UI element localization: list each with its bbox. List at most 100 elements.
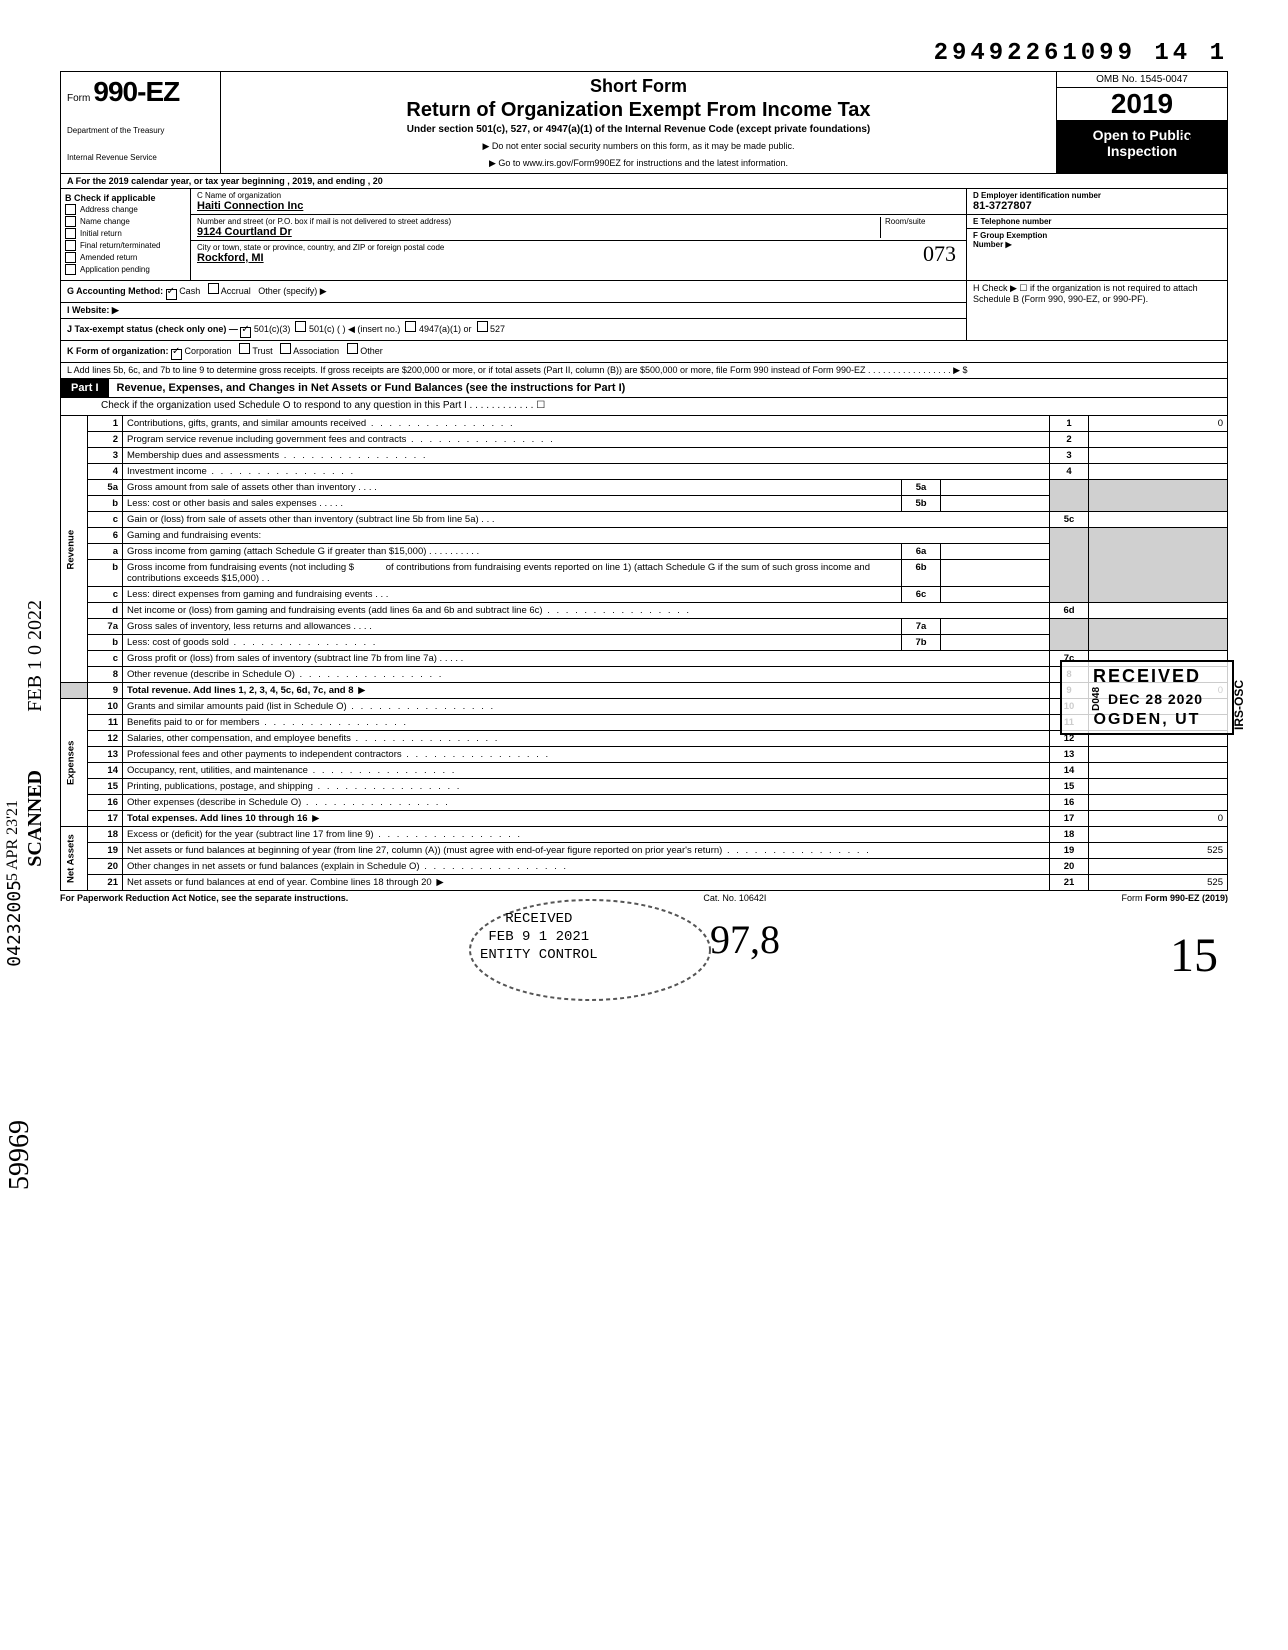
chk-other-org[interactable] bbox=[347, 343, 358, 354]
form-prefix: Form bbox=[67, 93, 90, 104]
chk-4947[interactable] bbox=[405, 321, 416, 332]
footer-form: Form Form 990-EZ (2019) bbox=[1121, 893, 1228, 903]
ein-label: D Employer identification number bbox=[973, 191, 1221, 200]
net-assets-side-label: Net Assets bbox=[61, 827, 88, 891]
chk-501c[interactable] bbox=[295, 321, 306, 332]
d048-label: D048 bbox=[1091, 687, 1102, 711]
city-label: City or town, state or province, country… bbox=[197, 243, 960, 252]
line18-desc: Excess or (deficit) for the year (subtra… bbox=[127, 829, 374, 840]
line1-value: 0 bbox=[1089, 416, 1228, 432]
part1-header: Part I Revenue, Expenses, and Changes in… bbox=[60, 379, 1228, 398]
group-exemption-label: F Group Exemption bbox=[973, 231, 1221, 240]
irs-osc-label: IRS-OSC bbox=[1232, 680, 1246, 730]
chk-initial-return[interactable]: Initial return bbox=[65, 228, 186, 239]
side-bottom-hand: 59969 bbox=[4, 1120, 36, 1190]
line1-desc: Contributions, gifts, grants, and simila… bbox=[127, 418, 366, 429]
note-ssn: ▶ Do not enter social security numbers o… bbox=[229, 141, 1048, 152]
line5c-desc: Gain or (loss) from sale of assets other… bbox=[127, 514, 479, 525]
line19-value: 525 bbox=[1089, 843, 1228, 859]
part1-label: Part I bbox=[61, 379, 109, 397]
dept-irs: Internal Revenue Service bbox=[67, 153, 214, 162]
chk-application-pending[interactable]: Application pending bbox=[65, 264, 186, 275]
received-oval-stamp: RECEIVED FEB 9 1 2021 ENTITY CONTROL bbox=[480, 910, 598, 965]
line14-desc: Occupancy, rent, utilities, and maintena… bbox=[127, 765, 308, 776]
short-form-label: Short Form bbox=[229, 76, 1048, 97]
line7b-desc: Less: cost of goods sold bbox=[127, 637, 229, 648]
line7a-desc: Gross sales of inventory, less returns a… bbox=[127, 621, 351, 632]
line6a-desc: Gross income from gaming (attach Schedul… bbox=[127, 546, 426, 557]
line11-desc: Benefits paid to or for members bbox=[127, 717, 260, 728]
stamp-ogden: OGDEN, UT bbox=[1072, 711, 1222, 729]
line12-desc: Salaries, other compensation, and employ… bbox=[127, 733, 351, 744]
tax-year: 2019 bbox=[1057, 88, 1227, 121]
ein-value: 81-3727807 bbox=[973, 200, 1221, 212]
line5a-desc: Gross amount from sale of assets other t… bbox=[127, 482, 356, 493]
chk-accrual[interactable] bbox=[208, 283, 219, 294]
chk-address-change[interactable]: Address change bbox=[65, 204, 186, 215]
line16-desc: Other expenses (describe in Schedule O) bbox=[127, 797, 301, 808]
line5b-desc: Less: cost or other basis and sales expe… bbox=[127, 498, 317, 509]
chk-name-change[interactable]: Name change bbox=[65, 216, 186, 227]
chk-association[interactable] bbox=[280, 343, 291, 354]
expenses-side-label: Expenses bbox=[61, 699, 88, 827]
chk-527[interactable] bbox=[477, 321, 488, 332]
received-stamp: RECEIVED D048 DEC 28 2020 OGDEN, UT bbox=[1060, 660, 1234, 735]
side-number-stamp: 04232005 bbox=[4, 880, 25, 967]
part1-sub: Check if the organization used Schedule … bbox=[60, 398, 1228, 416]
form-number: 990-EZ bbox=[93, 76, 179, 107]
line21-desc: Net assets or fund balances at end of ye… bbox=[127, 877, 432, 888]
side-scanned-stamp: SCANNED bbox=[24, 770, 47, 867]
handwritten-978: 97,8 bbox=[710, 916, 780, 963]
handwritten-073: 073 bbox=[923, 241, 956, 267]
line21-value: 525 bbox=[1089, 875, 1228, 891]
city-value: Rockford, MI bbox=[197, 252, 960, 264]
chk-cash[interactable] bbox=[166, 289, 177, 300]
form-org-label: K Form of organization: bbox=[67, 346, 169, 356]
line13-desc: Professional fees and other payments to … bbox=[127, 749, 402, 760]
line-l-gross-receipts: L Add lines 5b, 6c, and 7b to line 9 to … bbox=[60, 363, 1228, 379]
line19-desc: Net assets or fund balances at beginning… bbox=[127, 845, 722, 856]
check-applicable-header: B Check if applicable bbox=[65, 193, 186, 203]
telephone-label: E Telephone number bbox=[973, 217, 1221, 226]
info-grid: B Check if applicable Address change Nam… bbox=[60, 189, 1228, 281]
page-id-stamp: 29492261099 14 1 bbox=[60, 40, 1228, 67]
subtitle: Under section 501(c), 527, or 4947(a)(1)… bbox=[229, 124, 1048, 135]
line4-desc: Investment income bbox=[127, 466, 207, 477]
dept-treasury: Department of the Treasury bbox=[67, 126, 214, 135]
form-header: Form 990-EZ Department of the Treasury I… bbox=[60, 71, 1228, 174]
line10-desc: Grants and similar amounts paid (list in… bbox=[127, 701, 347, 712]
line2-desc: Program service revenue including govern… bbox=[127, 434, 406, 445]
org-name-value: Haiti Connection Inc bbox=[197, 200, 960, 212]
line17-value: 0 bbox=[1089, 811, 1228, 827]
handwritten-15: 15 bbox=[1170, 928, 1218, 983]
street-label: Number and street (or P.O. box if mail i… bbox=[197, 217, 880, 226]
street-value: 9124 Courtland Dr bbox=[197, 226, 880, 238]
line20-desc: Other changes in net assets or fund bala… bbox=[127, 861, 420, 872]
revenue-side-label: Revenue bbox=[61, 416, 88, 683]
stamp-date1: DEC 28 2020 bbox=[1108, 691, 1203, 707]
note-url: ▶ Go to www.irs.gov/Form990EZ for instru… bbox=[229, 158, 1048, 169]
chk-501c3[interactable] bbox=[240, 327, 251, 338]
return-title: Return of Organization Exempt From Incom… bbox=[229, 99, 1048, 122]
part1-title: Revenue, Expenses, and Changes in Net As… bbox=[109, 380, 634, 396]
row-a-calendar: A For the 2019 calendar year, or tax yea… bbox=[60, 174, 1228, 189]
website-label: I Website: ▶ bbox=[67, 305, 119, 315]
chk-trust[interactable] bbox=[239, 343, 250, 354]
line17-desc: Total expenses. Add lines 10 through 16 bbox=[127, 813, 308, 824]
chk-corporation[interactable] bbox=[171, 349, 182, 360]
group-exemption-number: Number ▶ bbox=[973, 240, 1221, 249]
side-apr-stamp: 5 APR 23'21 bbox=[4, 800, 22, 881]
chk-final-return[interactable]: Final return/terminated bbox=[65, 240, 186, 251]
line9-desc: Total revenue. Add lines 1, 2, 3, 4, 5c,… bbox=[127, 685, 354, 696]
side-feb-stamp: FEB 1 0 2022 bbox=[24, 600, 47, 712]
org-name-label: C Name of organization bbox=[197, 191, 960, 200]
chk-amended[interactable]: Amended return bbox=[65, 252, 186, 263]
handwritten-1912: 1912 bbox=[1178, 130, 1218, 153]
footer-paperwork: For Paperwork Reduction Act Notice, see … bbox=[60, 893, 348, 903]
lines-table: Revenue 1 Contributions, gifts, grants, … bbox=[60, 416, 1228, 891]
line6-desc: Gaming and fundraising events: bbox=[123, 528, 1050, 544]
schedule-b-note: H Check ▶ ☐ if the organization is not r… bbox=[967, 281, 1227, 340]
line6c-desc: Less: direct expenses from gaming and fu… bbox=[127, 589, 373, 600]
line7c-desc: Gross profit or (loss) from sales of inv… bbox=[127, 653, 437, 664]
tax-exempt-label: J Tax-exempt status (check only one) — bbox=[67, 324, 238, 334]
